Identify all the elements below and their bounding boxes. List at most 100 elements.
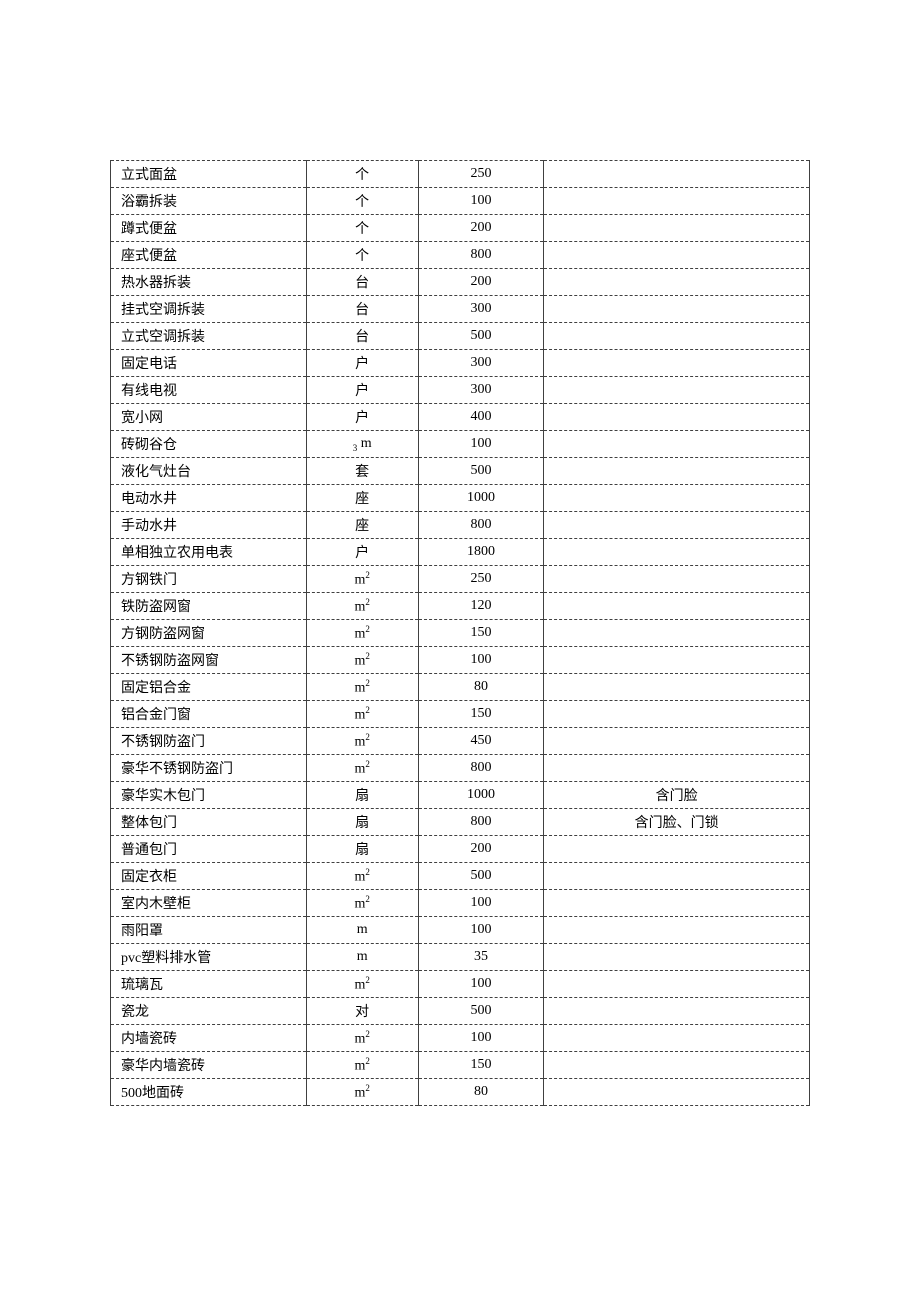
cell-name: 内墙瓷砖 xyxy=(111,1025,307,1052)
cell-note xyxy=(544,620,810,647)
cell-note xyxy=(544,512,810,539)
cell-note xyxy=(544,1025,810,1052)
cell-name: 500地面砖 xyxy=(111,1079,307,1106)
cell-unit: m xyxy=(306,917,418,944)
cell-name: 普通包门 xyxy=(111,836,307,863)
table-row: 室内木壁柜m2100 xyxy=(111,890,810,917)
cell-unit: 对 xyxy=(306,998,418,1025)
cell-name: 宽小网 xyxy=(111,404,307,431)
table-row: 宽小网户400 xyxy=(111,404,810,431)
cell-value: 80 xyxy=(418,1079,544,1106)
cell-value: 1800 xyxy=(418,539,544,566)
cell-unit: 户 xyxy=(306,350,418,377)
cell-unit: 个 xyxy=(306,161,418,188)
table-row: 普通包门扇200 xyxy=(111,836,810,863)
cell-note xyxy=(544,890,810,917)
cell-value: 1000 xyxy=(418,782,544,809)
cell-value: 800 xyxy=(418,512,544,539)
cell-note: 含门脸 xyxy=(544,782,810,809)
cell-value: 100 xyxy=(418,917,544,944)
cell-note xyxy=(544,431,810,458)
cell-note xyxy=(544,377,810,404)
cell-name: 固定衣柜 xyxy=(111,863,307,890)
cell-note xyxy=(544,593,810,620)
cell-unit: 扇 xyxy=(306,836,418,863)
cell-name: 瓷龙 xyxy=(111,998,307,1025)
cell-name: 雨阳罩 xyxy=(111,917,307,944)
cell-name: 单相独立农用电表 xyxy=(111,539,307,566)
table-row: 方钢防盗网窗m2150 xyxy=(111,620,810,647)
cell-name: 热水器拆装 xyxy=(111,269,307,296)
cell-name: 方钢防盗网窗 xyxy=(111,620,307,647)
table-row: 立式空调拆装台500 xyxy=(111,323,810,350)
cell-value: 150 xyxy=(418,620,544,647)
table-row: 单相独立农用电表户1800 xyxy=(111,539,810,566)
cell-value: 100 xyxy=(418,971,544,998)
table-row: 手动水井座800 xyxy=(111,512,810,539)
cell-name: 不锈钢防盗网窗 xyxy=(111,647,307,674)
cell-name: 挂式空调拆装 xyxy=(111,296,307,323)
cell-value: 800 xyxy=(418,242,544,269)
cell-unit: 扇 xyxy=(306,782,418,809)
table-row: 固定电话户300 xyxy=(111,350,810,377)
cell-name: 手动水井 xyxy=(111,512,307,539)
cell-note xyxy=(544,1079,810,1106)
cell-name: 固定铝合金 xyxy=(111,674,307,701)
cell-value: 400 xyxy=(418,404,544,431)
table-row: 不锈钢防盗网窗m2100 xyxy=(111,647,810,674)
table-row: 蹲式便盆个200 xyxy=(111,215,810,242)
cell-value: 100 xyxy=(418,431,544,458)
cell-note xyxy=(544,485,810,512)
cell-note xyxy=(544,998,810,1025)
cell-note: 含门脸、门锁 xyxy=(544,809,810,836)
cell-unit: 户 xyxy=(306,539,418,566)
table-row: 固定铝合金m280 xyxy=(111,674,810,701)
cell-value: 500 xyxy=(418,863,544,890)
cell-name: 有线电视 xyxy=(111,377,307,404)
pricing-table: 立式面盆个250浴霸拆装个100蹲式便盆个200座式便盆个800热水器拆装台20… xyxy=(110,160,810,1106)
cell-unit: 台 xyxy=(306,296,418,323)
cell-note xyxy=(544,863,810,890)
table-row: 豪华内墙瓷砖m2150 xyxy=(111,1052,810,1079)
cell-unit: 个 xyxy=(306,215,418,242)
cell-unit: m2 xyxy=(306,863,418,890)
cell-note xyxy=(544,566,810,593)
cell-name: 座式便盆 xyxy=(111,242,307,269)
cell-unit: m2 xyxy=(306,701,418,728)
cell-name: pvc塑料排水管 xyxy=(111,944,307,971)
cell-note xyxy=(544,836,810,863)
cell-unit: 3 m xyxy=(306,431,418,458)
cell-note xyxy=(544,647,810,674)
cell-note xyxy=(544,674,810,701)
cell-name: 固定电话 xyxy=(111,350,307,377)
table-row: 豪华不锈钢防盗门m2800 xyxy=(111,755,810,782)
table-row: 热水器拆装台200 xyxy=(111,269,810,296)
cell-value: 300 xyxy=(418,350,544,377)
table-row: 铁防盗网窗m2120 xyxy=(111,593,810,620)
table-row: 琉璃瓦m2100 xyxy=(111,971,810,998)
cell-note xyxy=(544,296,810,323)
cell-value: 120 xyxy=(418,593,544,620)
cell-note xyxy=(544,701,810,728)
cell-note xyxy=(544,458,810,485)
cell-name: 琉璃瓦 xyxy=(111,971,307,998)
cell-name: 整体包门 xyxy=(111,809,307,836)
cell-unit: 套 xyxy=(306,458,418,485)
cell-unit: m2 xyxy=(306,566,418,593)
cell-unit: 户 xyxy=(306,377,418,404)
table-row: 有线电视户300 xyxy=(111,377,810,404)
cell-note xyxy=(544,404,810,431)
cell-unit: m xyxy=(306,944,418,971)
cell-name: 立式面盆 xyxy=(111,161,307,188)
cell-value: 250 xyxy=(418,161,544,188)
cell-name: 液化气灶台 xyxy=(111,458,307,485)
cell-unit: 座 xyxy=(306,512,418,539)
cell-value: 500 xyxy=(418,458,544,485)
cell-unit: m2 xyxy=(306,620,418,647)
cell-unit: m2 xyxy=(306,755,418,782)
cell-unit: 座 xyxy=(306,485,418,512)
table-row: 内墙瓷砖m2100 xyxy=(111,1025,810,1052)
table-row: 固定衣柜m2500 xyxy=(111,863,810,890)
cell-unit: m2 xyxy=(306,728,418,755)
cell-name: 豪华内墙瓷砖 xyxy=(111,1052,307,1079)
